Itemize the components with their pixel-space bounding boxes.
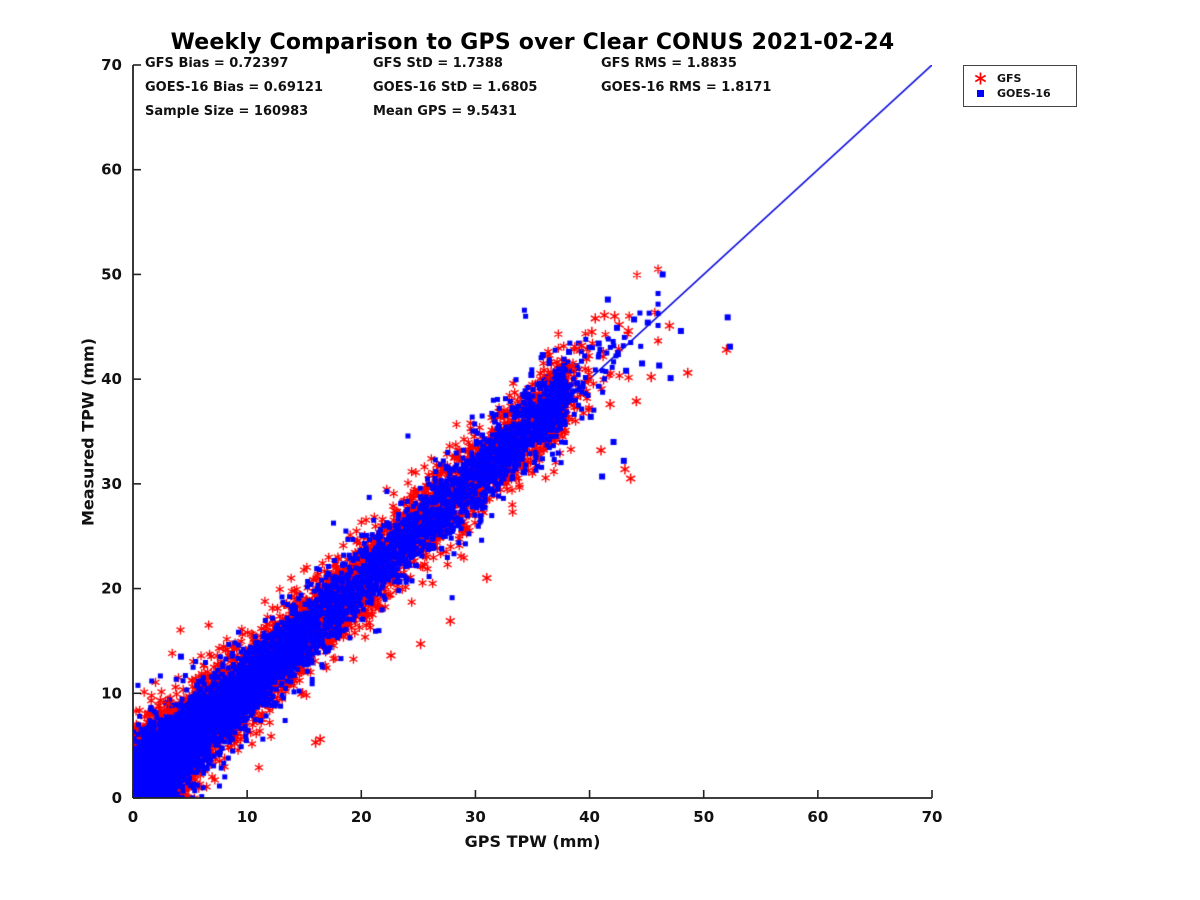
y-tick-label: 20 (101, 580, 122, 598)
y-tick-label: 60 (101, 161, 122, 179)
y-tick-label: 40 (101, 370, 122, 388)
chart-title: Weekly Comparison to GPS over Clear CONU… (170, 30, 895, 55)
legend-label-gfs: GFS (997, 72, 1022, 85)
x-tick-label: 50 (693, 808, 714, 826)
x-tick-label: 40 (579, 808, 600, 826)
legend-label-goes16: GOES-16 (997, 87, 1051, 100)
legend-item-goes16: GOES-16 (972, 86, 1068, 101)
legend: GFS GOES-16 (963, 65, 1077, 107)
x-tick-label: 70 (922, 808, 943, 826)
scatter-canvas (133, 65, 932, 798)
x-tick-label: 60 (807, 808, 828, 826)
y-tick-label: 70 (101, 56, 122, 74)
x-tick-label: 20 (351, 808, 372, 826)
y-axis-label: Measured TPW (mm) (78, 337, 98, 527)
x-tick-label: 30 (465, 808, 486, 826)
x-tick-label: 10 (237, 808, 258, 826)
gfs-asterisk-icon (972, 72, 988, 85)
y-tick-label: 50 (101, 265, 122, 283)
goes16-square-icon (972, 87, 988, 100)
y-tick-label: 10 (101, 684, 122, 702)
x-axis-label: GPS TPW (mm) (464, 832, 601, 851)
y-tick-label: 0 (112, 789, 122, 807)
legend-item-gfs: GFS (972, 71, 1068, 86)
y-tick-label: 30 (101, 475, 122, 493)
x-tick-label: 0 (128, 808, 138, 826)
